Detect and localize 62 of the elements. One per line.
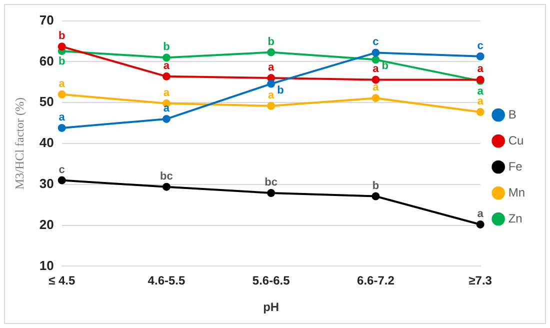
x-tick-label: 5.6-6.5 bbox=[252, 274, 290, 288]
point bbox=[267, 48, 276, 56]
data-label: c bbox=[58, 164, 65, 176]
point bbox=[58, 42, 66, 51]
point bbox=[58, 124, 66, 132]
data-label: a bbox=[477, 85, 484, 98]
point bbox=[267, 188, 276, 197]
point bbox=[162, 114, 170, 123]
x-tick-label: ≥7.3 bbox=[468, 274, 492, 288]
data-label: b bbox=[58, 56, 66, 68]
point bbox=[476, 108, 484, 116]
point bbox=[162, 182, 170, 191]
data-label: b bbox=[268, 36, 275, 48]
point bbox=[58, 90, 66, 98]
data-label: a bbox=[372, 82, 380, 94]
point bbox=[162, 72, 170, 80]
y-tick-label: 50 bbox=[39, 94, 54, 110]
data-label: b bbox=[58, 30, 66, 42]
legend-label: B bbox=[508, 107, 516, 122]
data-label: bc bbox=[160, 170, 173, 182]
legend-label: Fe bbox=[508, 159, 523, 174]
point bbox=[267, 102, 276, 110]
legend-label: Cu bbox=[508, 133, 524, 148]
data-label: a bbox=[163, 60, 170, 72]
data-label: a bbox=[477, 96, 484, 108]
point bbox=[267, 80, 276, 88]
point bbox=[372, 76, 380, 84]
data-label: a bbox=[268, 89, 276, 102]
x-tick-label: 6.6-7.2 bbox=[357, 274, 395, 288]
y-axis-title: M3/HCl factor (%) bbox=[12, 98, 26, 190]
data-label: bc bbox=[264, 176, 278, 189]
x-tick-label: ≤ 4.5 bbox=[48, 274, 76, 288]
data-label: a bbox=[268, 62, 276, 74]
point bbox=[476, 220, 484, 228]
legend-label: Mn bbox=[508, 185, 525, 200]
point bbox=[372, 48, 380, 57]
data-label: b bbox=[372, 180, 380, 192]
y-tick-label: 30 bbox=[39, 176, 54, 191]
point bbox=[476, 52, 484, 60]
data-label: c bbox=[372, 36, 379, 48]
y-tick-label: 60 bbox=[39, 53, 54, 68]
x-axis-title: pH bbox=[263, 300, 280, 314]
data-label: a bbox=[58, 78, 66, 90]
data-label: a bbox=[477, 208, 484, 220]
point bbox=[372, 56, 380, 64]
data-label: a bbox=[372, 63, 380, 76]
point bbox=[372, 192, 380, 200]
legend-label: Zn bbox=[508, 211, 522, 226]
point bbox=[162, 54, 170, 62]
data-label: b bbox=[163, 41, 170, 54]
y-tick-label: 20 bbox=[39, 216, 54, 232]
y-tick-label: 70 bbox=[39, 12, 54, 28]
data-label: a bbox=[477, 63, 484, 76]
x-tick-label: 4.6-5.5 bbox=[148, 274, 186, 288]
data-label: c bbox=[477, 40, 484, 52]
y-tick-label: 10 bbox=[39, 258, 54, 273]
point bbox=[58, 176, 66, 184]
data-label: a bbox=[58, 111, 66, 124]
data-label: b bbox=[277, 84, 284, 96]
point bbox=[372, 94, 380, 102]
data-label: a bbox=[163, 86, 170, 99]
y-tick-label: 40 bbox=[39, 135, 54, 150]
